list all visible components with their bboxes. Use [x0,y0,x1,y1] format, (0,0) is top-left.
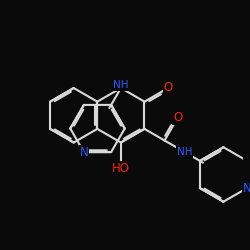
Text: HO: HO [112,162,130,175]
Text: N: N [243,182,250,194]
Text: N: N [80,146,88,158]
Text: NH: NH [177,147,192,157]
Text: O: O [173,111,182,124]
Text: O: O [164,81,173,94]
Text: NH: NH [113,80,129,90]
